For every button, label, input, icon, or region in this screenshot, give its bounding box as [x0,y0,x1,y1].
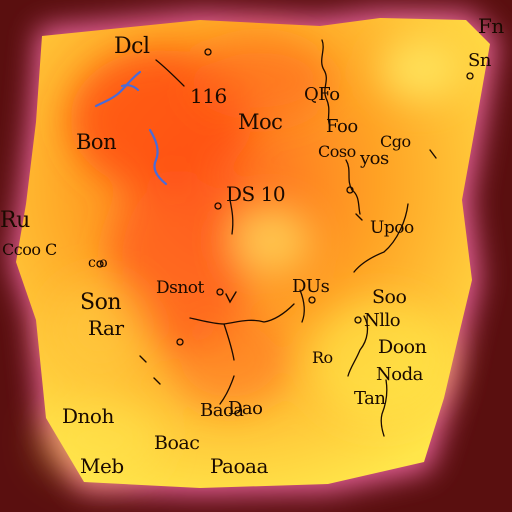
border-central-down [223,323,235,361]
border-central [189,303,295,325]
label-tan: Tan [354,388,386,409]
tick-marks [139,149,437,385]
tick-4 [153,377,161,385]
tick-2 [355,213,363,221]
label-coso: Coso [318,142,356,161]
label-baoa: Baoa [200,400,244,421]
label-meb: Meb [80,454,124,478]
town-marker-8 [308,296,316,304]
label-fn: Fn [478,14,504,38]
label-ceo: c o [88,255,108,271]
label-dus: DUs [292,276,330,297]
label-dsnot: Dsnot [156,278,204,298]
border-south-east [347,315,369,377]
label-crcn: Ccoo C [2,240,57,259]
rivers [94,70,168,186]
label-son: Son [80,290,122,315]
border-east-2 [353,203,409,273]
label-upco: Upoo [370,218,414,238]
town-marker-2 [466,72,474,80]
town-marker-7 [216,288,224,296]
river-north [94,70,142,108]
label-paoaa: Paoaa [210,454,268,478]
label-foo: Foo [326,116,358,137]
label-soo: Soo [372,286,407,308]
river-central [148,128,168,186]
label-dan: Dao [228,398,263,419]
label-dcl: Dcl [114,34,150,59]
label-cgo: Cgo [380,132,411,151]
town-marker-3 [214,202,222,210]
town-marker-9 [346,186,354,194]
town-marker-4 [354,316,362,324]
town-marker-6 [176,338,184,346]
heat-blotches [40,40,460,480]
border-south [219,375,235,405]
label-noda: Noda [376,364,423,385]
town-marker-5 [96,260,104,268]
border-north [155,59,185,87]
label-rar: Rar [88,316,124,340]
border-east-3 [299,289,305,323]
label-moc: Moc [238,110,283,134]
label-ds-10: DS 10 [226,182,286,206]
label-qfo: QFo [304,84,340,105]
label-ru: Ru [0,208,30,233]
border-north-east [321,39,331,127]
label-sn: Sn [468,50,491,71]
border-center-north [229,199,234,235]
label-bon: Bon [76,130,117,154]
border-far-east [380,379,388,437]
label-ro: Ro [312,348,333,367]
tick-3 [225,291,237,304]
town-marker-1 [204,48,212,56]
label-boac: Boac [154,432,200,454]
border-east [345,159,361,215]
town-markers [96,48,474,346]
river-north-branch [120,84,140,92]
label-nlo: Nllo [364,310,401,331]
label-doon: Doon [378,336,427,358]
borders [155,39,409,437]
label-116: 116 [190,84,227,108]
label-yos: yos [360,148,389,169]
label-dnoh: Dnoh [62,404,114,428]
tick-5 [139,355,147,363]
tick-1 [429,149,437,159]
